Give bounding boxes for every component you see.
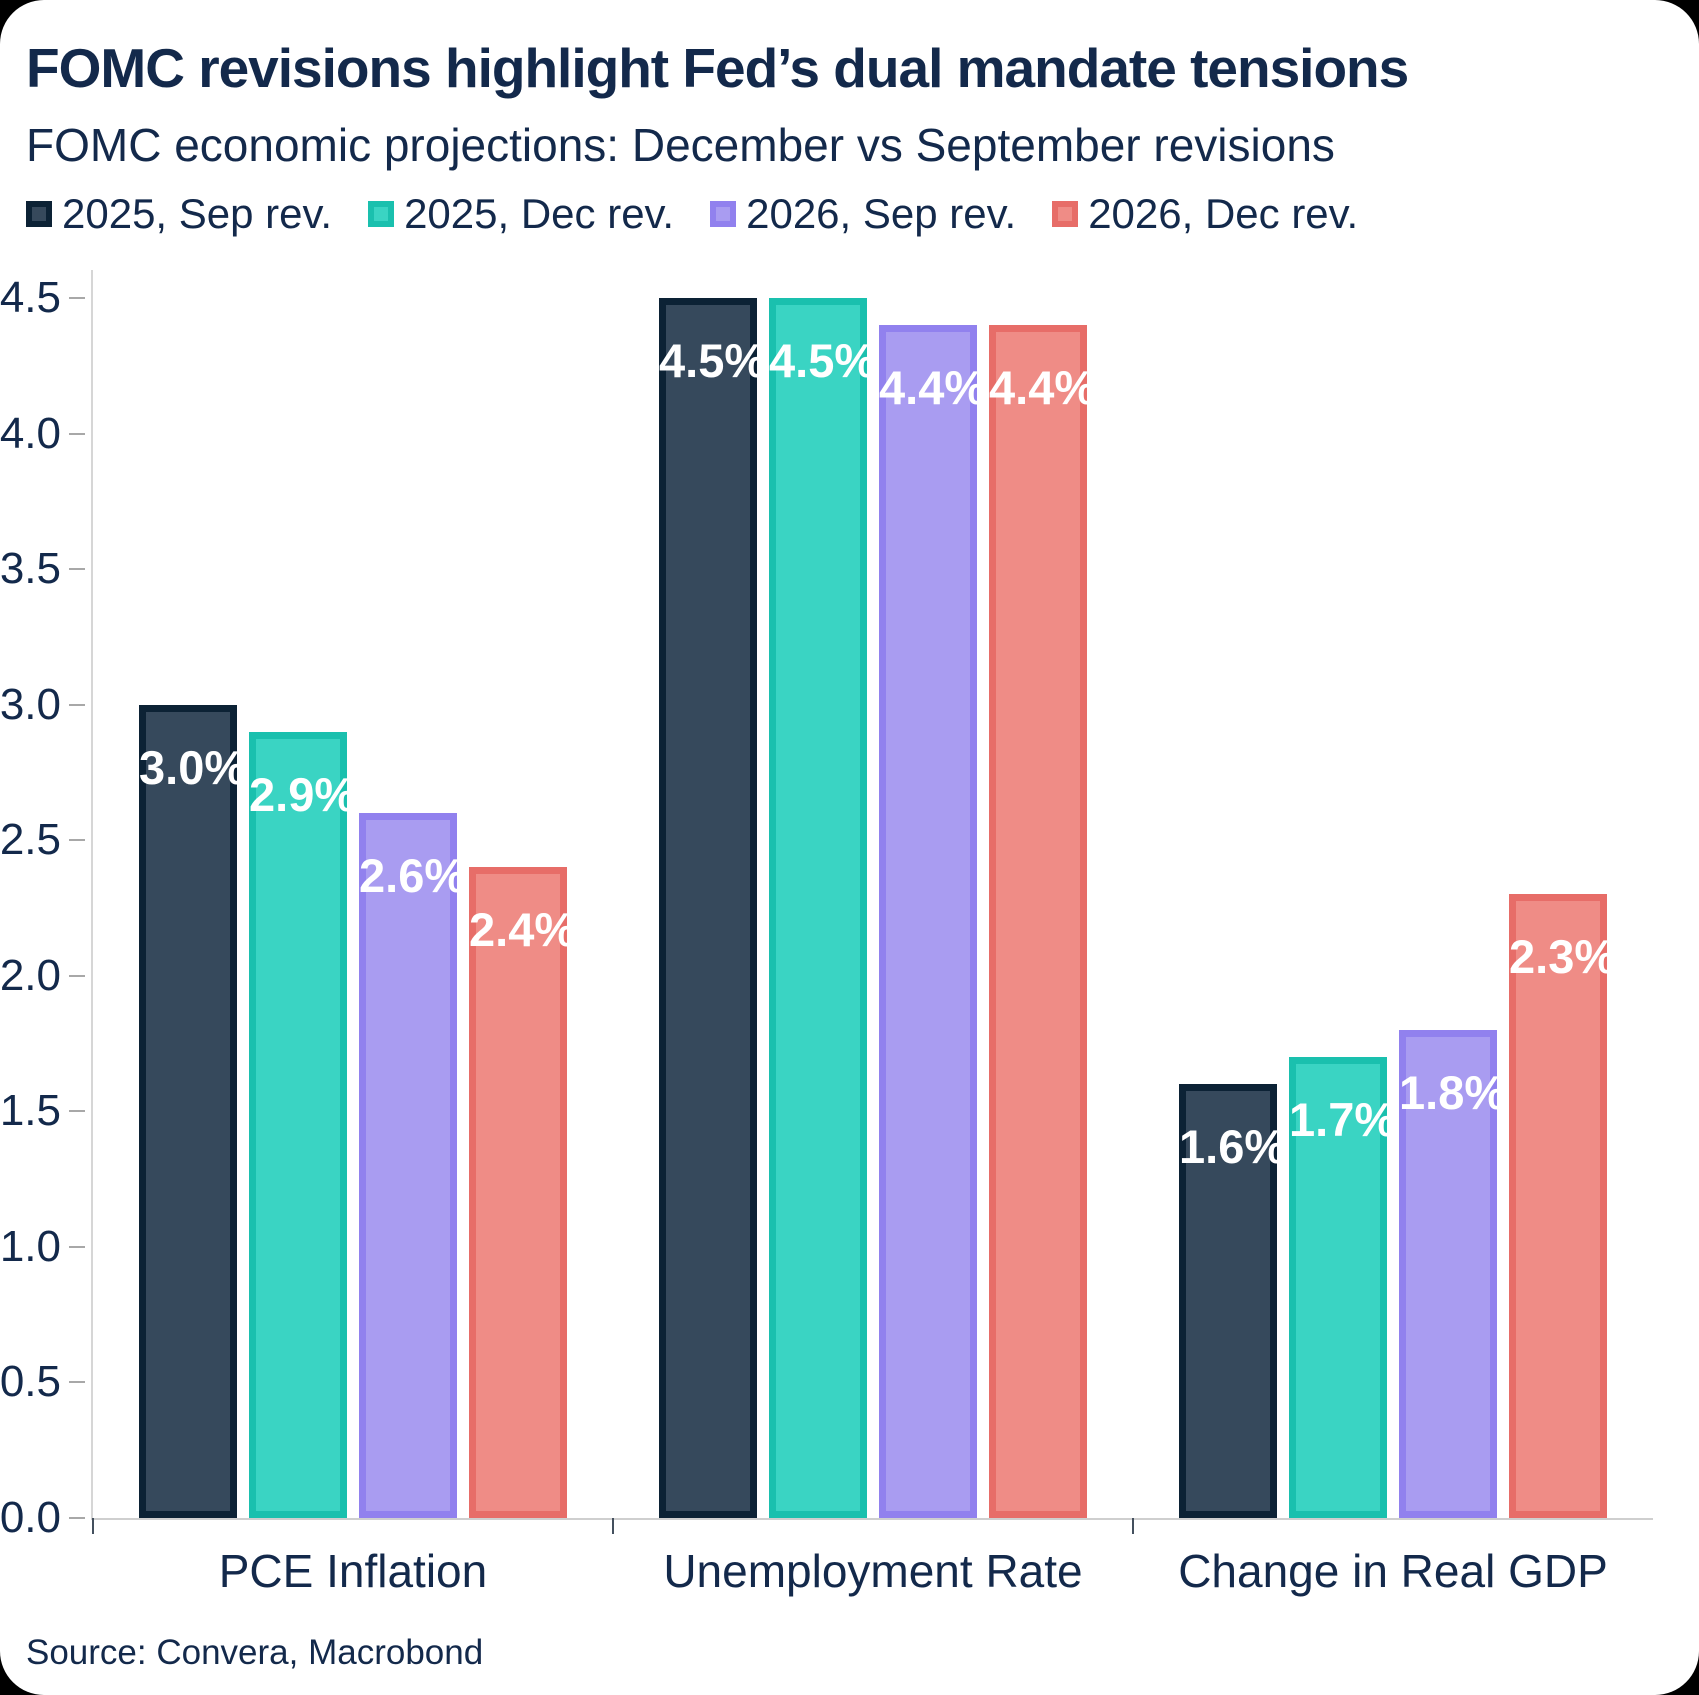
legend-item-3: 2026, Sep rev. — [710, 190, 1016, 238]
x-axis-tick — [1132, 1518, 1134, 1534]
legend-swatch-icon — [710, 201, 737, 227]
bar-value-label: 2.3% — [1509, 930, 1617, 984]
bar-group-3: 1.6% 1.7% 1.8% 2.3% — [1133, 298, 1653, 1518]
bar-group-1: 3.0% 2.9% 2.6% 2.4% — [93, 298, 613, 1518]
y-axis-tick-label: 1.5 — [0, 1086, 61, 1136]
bar: 4.4% — [989, 325, 1097, 1518]
legend-item-1: 2025, Sep rev. — [26, 190, 332, 238]
bar-value-label: 2.6% — [359, 849, 467, 903]
bar: 1.6% — [1179, 1084, 1287, 1518]
bar: 2.3% — [1509, 894, 1617, 1518]
y-axis-tick-label: 4.5 — [0, 273, 61, 322]
bar-value-label: 2.4% — [469, 903, 577, 957]
bar: 4.4% — [879, 325, 987, 1518]
y-axis-tick-label: 2.5 — [0, 815, 61, 865]
legend: 2025, Sep rev. 2025, Dec rev. 2026, Sep re… — [26, 190, 1358, 238]
bar-value-label: 1.6% — [1179, 1120, 1287, 1174]
y-axis-line — [91, 270, 93, 1518]
legend-label: 2026, Sep rev. — [746, 190, 1017, 237]
bar: 4.5% — [769, 298, 877, 1518]
legend-swatch-icon — [368, 201, 395, 227]
bar: 4.5% — [659, 298, 767, 1518]
y-axis-tick — [69, 1381, 85, 1384]
y-axis-tick — [69, 703, 85, 706]
legend-item-4: 2026, Dec rev. — [1052, 190, 1358, 238]
bar-value-label: 1.7% — [1289, 1093, 1397, 1147]
y-axis-tick — [69, 297, 85, 299]
legend-label: 2026, Dec rev. — [1088, 190, 1359, 237]
bar: 2.4% — [469, 867, 577, 1518]
y-axis-tick — [69, 1245, 85, 1248]
y-axis-tick — [69, 1517, 85, 1519]
legend-label: 2025, Dec rev. — [404, 190, 675, 237]
y-axis-tick-label: 3.0 — [0, 679, 61, 729]
bar-group-2: 4.5% 4.5% 4.4% 4.4% — [613, 298, 1133, 1518]
bar-value-label: 2.9% — [249, 767, 357, 821]
y-axis-tick-label: 4.0 — [0, 408, 61, 458]
y-axis-tick — [69, 432, 85, 435]
y-axis-tick-label: 2.0 — [0, 950, 61, 1000]
y-axis-tick — [69, 839, 85, 842]
chart-title: FOMC revisions highlight Fed’s dual mand… — [26, 37, 1409, 99]
bar-value-label: 3.0% — [139, 740, 247, 794]
bar-value-label: 4.4% — [989, 361, 1097, 415]
legend-swatch-icon — [26, 201, 52, 227]
x-axis-tick — [611, 1518, 614, 1534]
y-axis-tick-label: 0.5 — [0, 1357, 61, 1407]
bar: 1.7% — [1289, 1057, 1397, 1518]
bar-value-label: 1.8% — [1399, 1066, 1507, 1119]
x-axis-category-label: PCE Inflation — [218, 1545, 488, 1597]
bar: 1.8% — [1399, 1030, 1507, 1518]
y-axis-tick-label: 1.0 — [0, 1221, 61, 1271]
source-note: Source: Convera, Macrobond — [26, 1633, 484, 1672]
y-axis-tick-label: 3.5 — [0, 544, 61, 594]
y-axis-tick — [69, 1110, 85, 1113]
bar: 2.6% — [359, 813, 467, 1518]
x-axis-category-label: Change in Real GDP — [1178, 1545, 1608, 1597]
bar-value-label: 4.4% — [879, 361, 987, 415]
bar-value-label: 4.5% — [659, 334, 767, 387]
x-axis-tick — [92, 1518, 94, 1534]
legend-label: 2025, Sep rev. — [62, 190, 333, 237]
y-axis-tick — [69, 568, 85, 571]
y-axis-tick — [69, 974, 85, 977]
bar: 3.0% — [139, 704, 247, 1518]
bar: 2.9% — [249, 731, 357, 1518]
legend-swatch-icon — [1052, 201, 1079, 227]
legend-item-2: 2025, Dec rev. — [368, 190, 674, 238]
bar-chart-plot-area: 3.0% 2.9% 2.6% 2.4% 4.5% 4.5% 4.4% 4.4% 1.6% 1.7%… — [0, 270, 1653, 1597]
chart-subtitle: FOMC economic projections: December vs S… — [26, 119, 1335, 171]
y-axis-tick-label: 0.0 — [0, 1493, 61, 1542]
x-axis-line — [91, 1518, 1653, 1520]
x-axis-category-label: Unemployment Rate — [663, 1545, 1083, 1597]
bar-groups: 3.0% 2.9% 2.6% 2.4% 4.5% 4.5% 4.4% 4.4% 1.6% 1.7%… — [93, 298, 1653, 1518]
bar-value-label: 4.5% — [769, 334, 877, 387]
